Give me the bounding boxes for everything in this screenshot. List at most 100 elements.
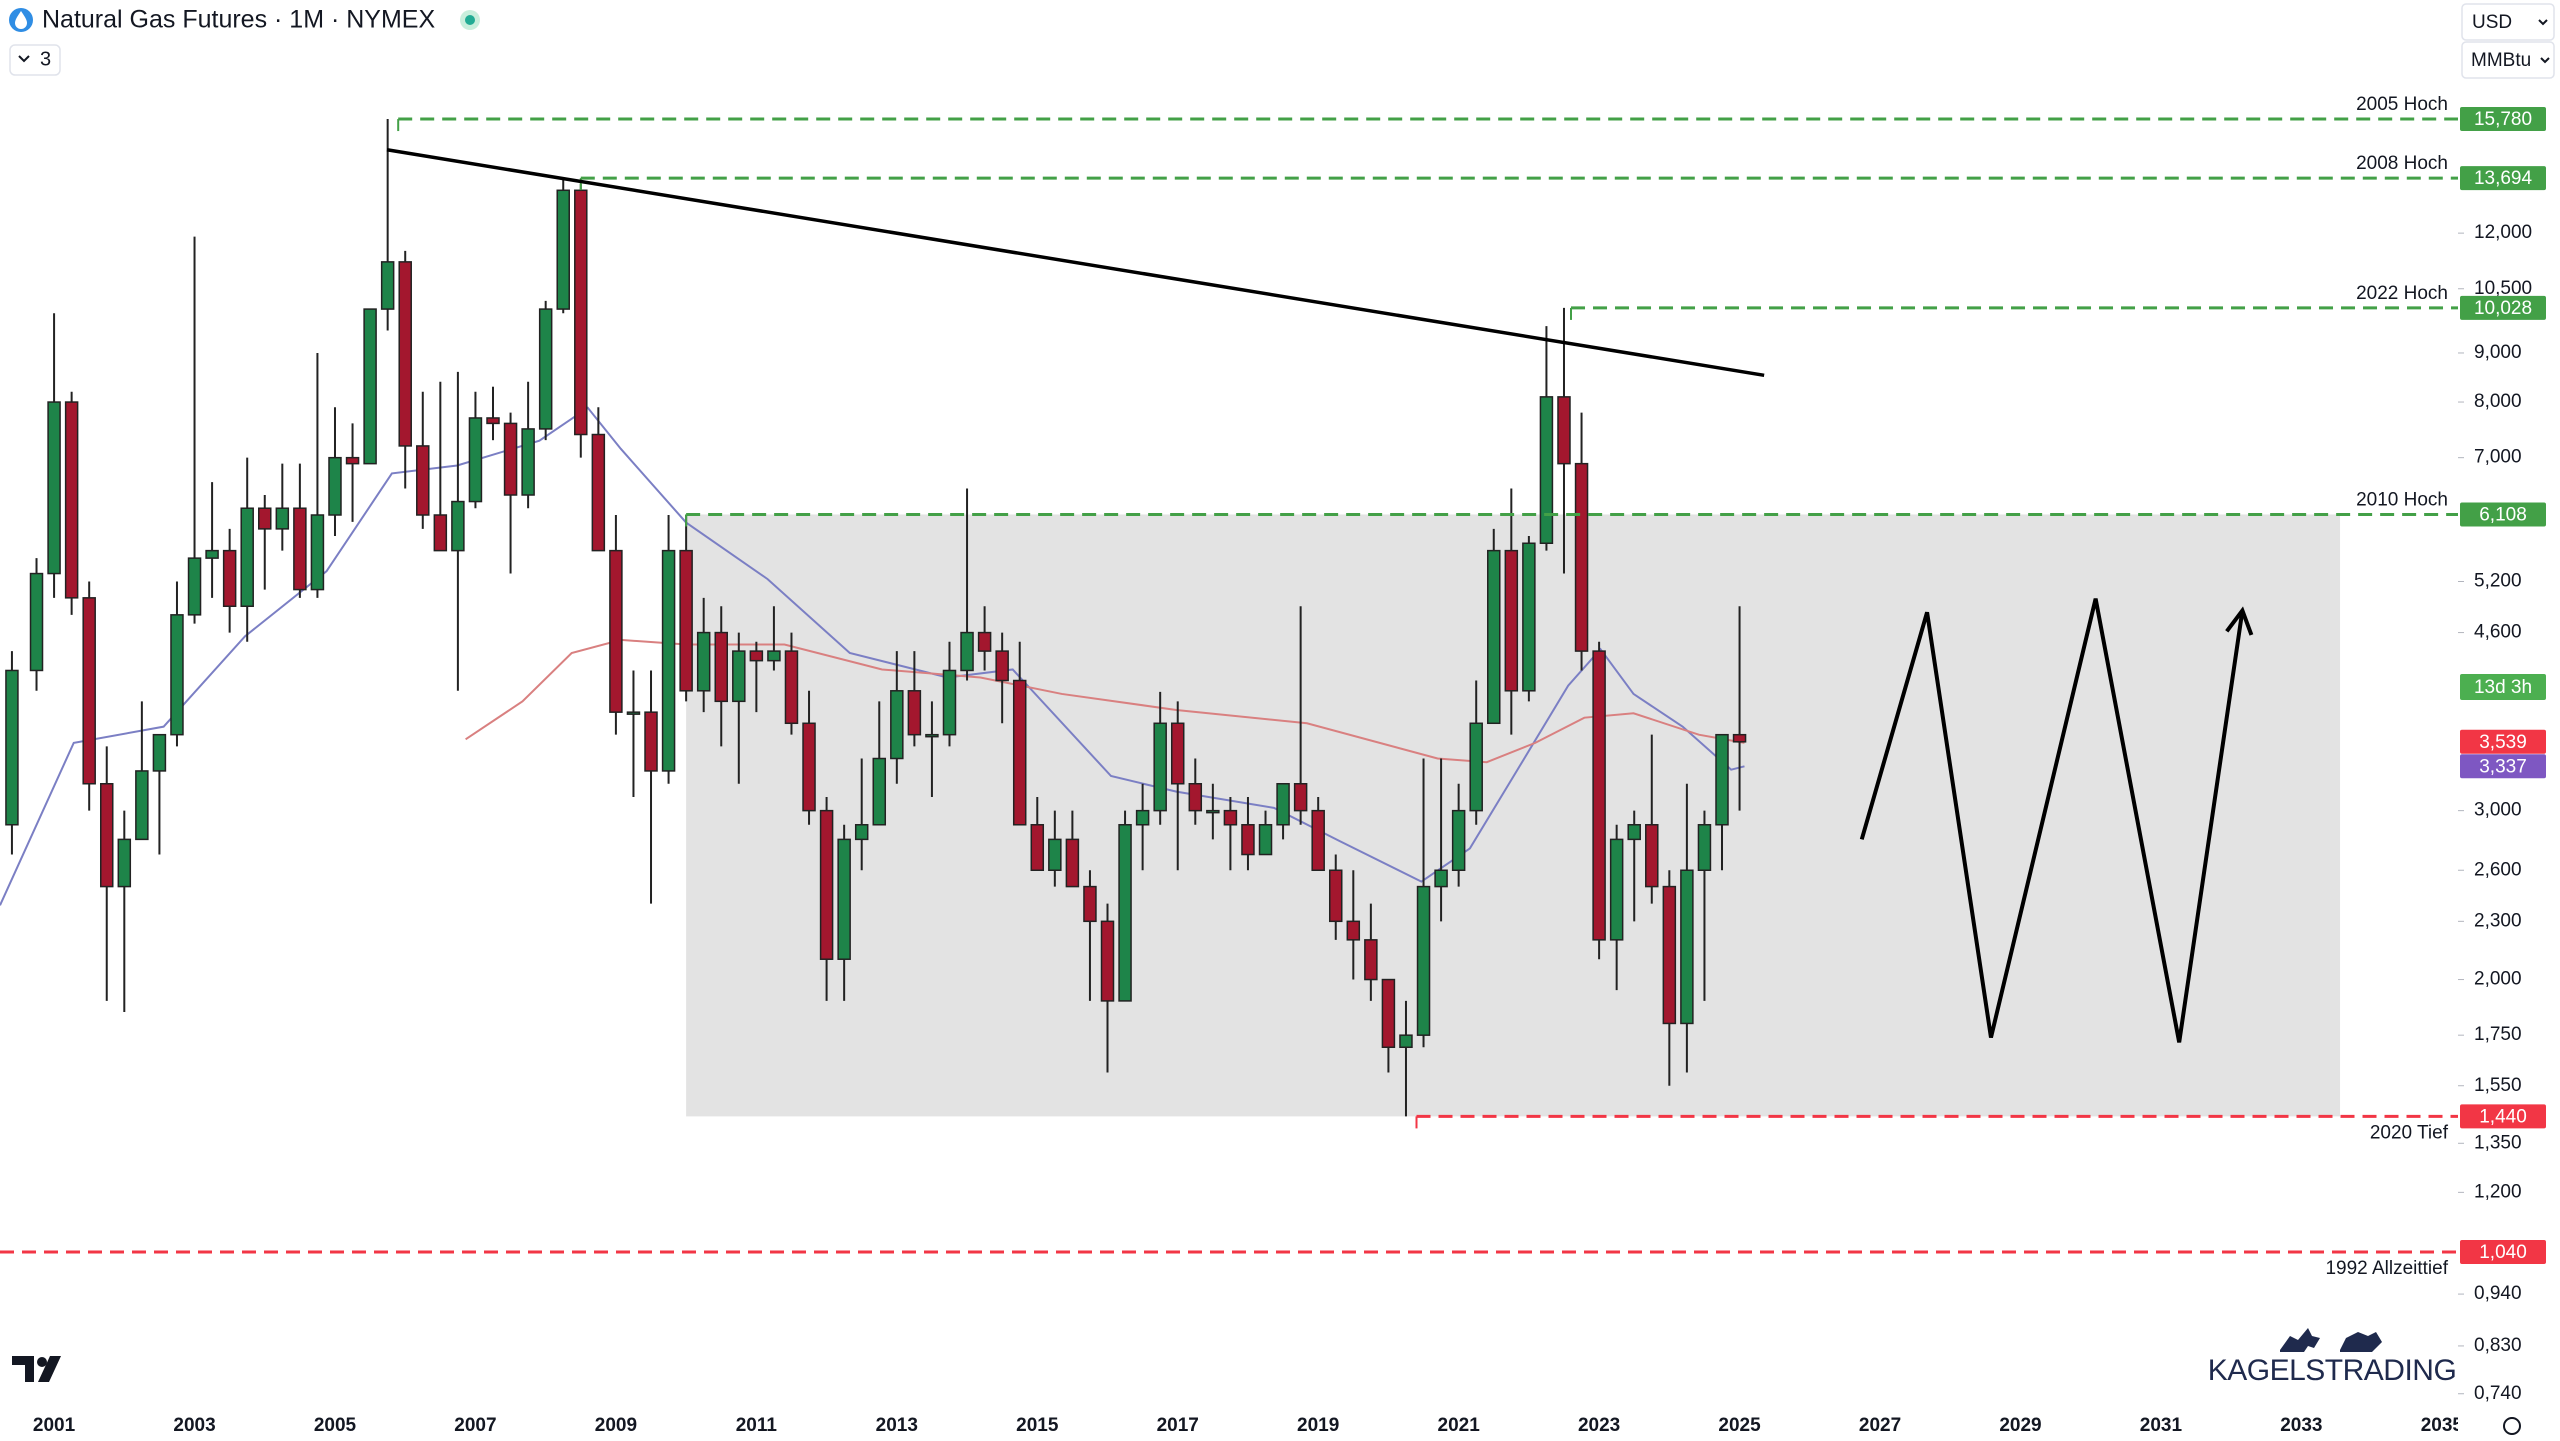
candle-body — [802, 722, 816, 812]
candle-body — [995, 650, 1009, 682]
y-tick-label: 9,000 — [2474, 342, 2522, 363]
level-price-label: 13,694 — [2474, 168, 2533, 189]
x-tick-label: 2015 — [1016, 1415, 1059, 1436]
level-price-label: 15,780 — [2474, 109, 2532, 130]
candle-body — [1048, 838, 1062, 872]
indicator-count[interactable]: 3 — [40, 48, 51, 70]
candle-body — [644, 711, 658, 772]
currency[interactable]: USD — [2472, 12, 2512, 33]
logo-part — [37, 1357, 47, 1367]
candle-body — [363, 308, 377, 465]
candle-body — [240, 507, 254, 608]
candle-body — [345, 456, 360, 465]
unit-box[interactable] — [2461, 41, 2555, 79]
candle-body — [433, 514, 448, 552]
candle-body — [1592, 650, 1606, 941]
candle-body — [696, 631, 711, 692]
settings-icon — [2503, 1417, 2521, 1435]
y-tick-label: 1,750 — [2474, 1024, 2522, 1045]
x-tick-label: 2025 — [1718, 1415, 1761, 1436]
bear-icon — [2340, 1332, 2382, 1352]
candle-body — [977, 631, 992, 652]
candle-body — [99, 783, 114, 888]
candle-body — [328, 456, 342, 516]
x-tick-label: 2027 — [1859, 1415, 1901, 1436]
candle-body — [574, 189, 588, 436]
candle-body — [1328, 869, 1343, 923]
y-tick-label: 1,550 — [2474, 1075, 2522, 1096]
candle-body — [907, 690, 922, 736]
candle-body — [942, 669, 957, 736]
unit[interactable]: MMBtu — [2471, 50, 2531, 71]
candle-body — [258, 507, 272, 530]
candle-body — [1715, 733, 1729, 826]
candle-body — [486, 417, 500, 425]
candle-body — [819, 809, 834, 960]
arrow-head — [2225, 606, 2254, 636]
candle-body — [1258, 824, 1273, 856]
toggle-box[interactable] — [9, 44, 61, 76]
candle-body — [679, 549, 693, 692]
candle-body — [293, 507, 307, 591]
candle-body — [275, 507, 290, 530]
candle-body — [1311, 809, 1325, 872]
candle-body — [5, 669, 19, 826]
x-tick-label: 2003 — [173, 1415, 215, 1436]
candle-body — [47, 401, 61, 575]
indicator-toggle[interactable]: 3 — [9, 44, 61, 76]
price-box — [2460, 729, 2546, 754]
candle-body — [380, 261, 395, 310]
candle-body — [1100, 920, 1115, 1002]
plot-area: 2005 Hoch 2008 Hoch 2022 Hoch 2010 Hoch 2020… — [0, 94, 2458, 1279]
level-price-box — [2460, 107, 2546, 132]
candle-body — [837, 838, 851, 960]
unit-button[interactable]: MMBtu — [2461, 41, 2555, 79]
candle-body — [714, 631, 728, 703]
candle-body — [1223, 809, 1238, 826]
candle-body — [925, 733, 939, 738]
level-name: 1992 Allzeittief — [2325, 1258, 2448, 1279]
candle-body — [416, 445, 430, 516]
y-tick-label: 1,200 — [2474, 1181, 2522, 1202]
y-tick-label: 5,200 — [2474, 571, 2522, 592]
currency-button[interactable]: USD — [2461, 3, 2555, 41]
candle-body — [205, 549, 219, 559]
level-price-box — [2460, 295, 2546, 320]
x-tick-label: 2017 — [1157, 1415, 1199, 1436]
candle-body — [661, 549, 676, 772]
tv-logo — [12, 1356, 61, 1382]
x-tick-label: 2009 — [595, 1415, 637, 1436]
x-tick-label: 2013 — [876, 1415, 918, 1436]
trendline — [386, 147, 1765, 378]
candle-body — [1732, 733, 1747, 743]
candle-body — [890, 690, 904, 760]
price-label: 3,539 — [2479, 732, 2527, 753]
candle-body — [1539, 396, 1554, 545]
price-box — [2460, 754, 2546, 779]
bull-icon — [2280, 1328, 2320, 1352]
y-tick-label: 4,600 — [2474, 622, 2522, 643]
candle-body — [1399, 1034, 1413, 1049]
candle-body — [1065, 838, 1080, 888]
candle-body — [82, 597, 96, 785]
candle-body — [1118, 824, 1132, 1002]
candle-body — [64, 401, 79, 599]
logo-part — [12, 1356, 34, 1382]
projection-path — [1859, 598, 2245, 1043]
moving-average — [0, 406, 1745, 906]
countdown-box — [2460, 674, 2546, 700]
level-price-box — [2460, 166, 2546, 191]
candle-body — [1083, 885, 1097, 923]
candle-body — [1451, 809, 1466, 872]
candle-body — [152, 733, 167, 772]
y-tick-label: 0,740 — [2474, 1383, 2522, 1404]
y-tick-label: 12,000 — [2474, 222, 2532, 243]
y-tick-label: 10,500 — [2474, 278, 2532, 299]
level-name: 2005 Hoch — [2356, 94, 2448, 115]
level-price-label: 1,440 — [2479, 1106, 2527, 1127]
candle-body — [29, 572, 44, 672]
currency-box[interactable] — [2461, 3, 2555, 41]
header: Natural Gas Futures · 1M · NYMEX 3 USD M… — [9, 3, 2555, 79]
candle-body — [1574, 462, 1589, 652]
candle-body — [451, 500, 465, 552]
